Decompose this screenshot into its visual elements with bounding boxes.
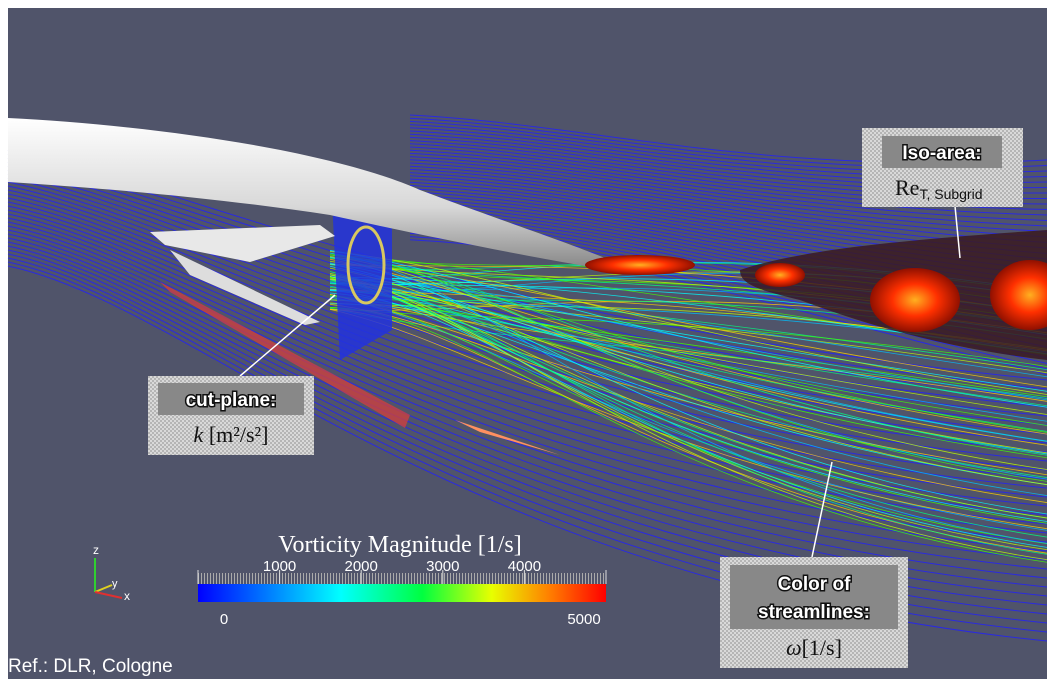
- cut-plane-label: cut-plane: k [m²/s²]: [148, 376, 314, 455]
- symbol: Re: [895, 175, 919, 200]
- iso-area-label: Iso-area: ReT, Subgrid: [862, 128, 1023, 207]
- colorbar-minor-ticks: [198, 573, 606, 584]
- colorbar-tick-label: 5000: [567, 611, 600, 628]
- reference: Ref.: DLR, Cologne: [8, 656, 173, 677]
- colorbar-tick-label: 3000: [426, 558, 459, 575]
- subscript: T, Subgrid: [919, 186, 982, 202]
- colorbar-tick-label: 4000: [508, 558, 541, 575]
- iso-surface: [870, 268, 960, 332]
- colorbar-tick-label: 1000: [263, 558, 296, 575]
- colorbar-tick-label: 0: [220, 611, 228, 628]
- streamline-color-label: Color of streamlines: ω[1/s]: [720, 557, 908, 668]
- label-title: streamlines:: [758, 602, 870, 623]
- iso-surface: [755, 263, 805, 287]
- z-label: z: [93, 543, 99, 557]
- colorbar-tick-label: 2000: [345, 558, 378, 575]
- label-symbol: ω[1/s]: [786, 635, 842, 660]
- unit: [m²/s²]: [209, 422, 269, 447]
- y-label: y: [112, 578, 118, 590]
- x-label: x: [124, 589, 130, 603]
- label-symbol: k [m²/s²]: [194, 422, 269, 447]
- colorbar-gradient: [198, 584, 606, 602]
- symbol: ω: [786, 635, 802, 660]
- symbol: k: [194, 422, 205, 447]
- unit: [1/s]: [802, 635, 842, 660]
- screenshot: Iso-area: ReT, Subgrid cut-plane: k [m²/…: [0, 0, 1047, 679]
- iso-surface: [585, 255, 695, 275]
- label-title: cut-plane:: [186, 390, 277, 411]
- visualization: Iso-area: ReT, Subgrid cut-plane: k [m²/…: [0, 0, 1047, 679]
- label-title: Iso-area:: [902, 143, 981, 164]
- colorbar-title: Vorticity Magnitude [1/s]: [278, 532, 522, 558]
- label-title: Color of: [778, 574, 851, 595]
